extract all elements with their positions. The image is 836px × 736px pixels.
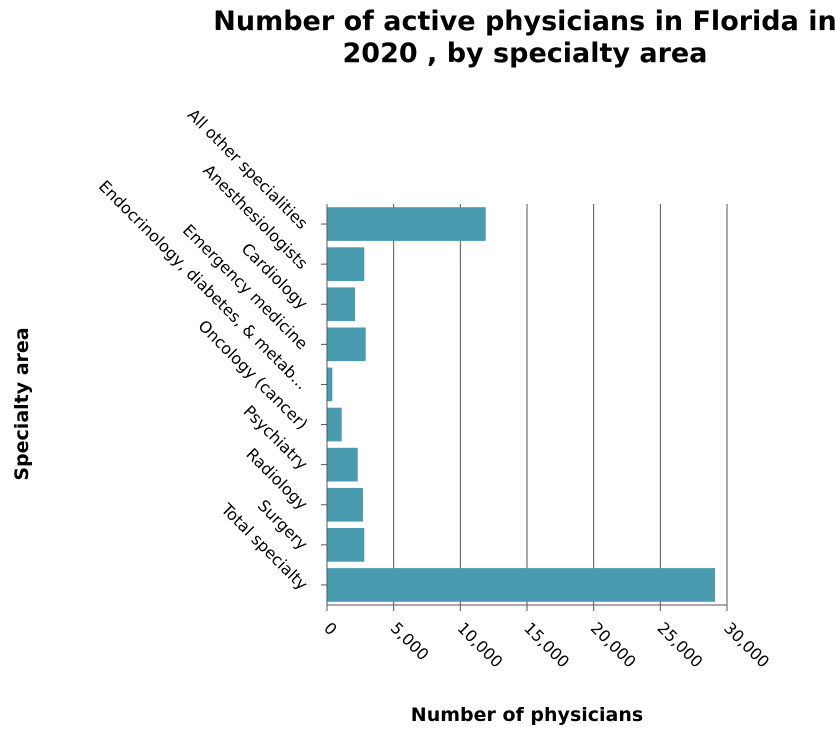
bar (327, 568, 715, 602)
bar (327, 447, 358, 482)
bar (327, 247, 365, 281)
bars (327, 207, 715, 602)
bar (327, 287, 355, 322)
x-axis-label: Number of physicians (410, 704, 644, 726)
category-labels: All other specialitiesAnesthesiologistsC… (95, 105, 312, 594)
chart-title: Number of active physicians in Florida i… (200, 6, 836, 70)
grid-lines (393, 204, 728, 605)
x-tick-label: 10,000 (454, 618, 507, 671)
x-tick-label: 25,000 (654, 618, 707, 671)
x-tick-label: 15,000 (520, 618, 573, 671)
x-tick-label: 0 (320, 618, 341, 639)
bar (327, 367, 333, 402)
x-tick-labels: 0 5,000 10,000 15,000 20,000 25,000 30,000 (320, 618, 773, 671)
bar (327, 528, 365, 562)
chart-title-line-2: 2020 , by specialty area (342, 38, 708, 69)
bar (327, 327, 366, 362)
x-tick-label: 20,000 (587, 618, 640, 671)
x-tick-label: 30,000 (720, 618, 773, 671)
x-tick-label: 5,000 (387, 618, 433, 664)
bar (327, 407, 342, 442)
y-axis-label: Specialty area (11, 327, 33, 481)
bar (327, 207, 486, 241)
chart-title-line-1: Number of active physicians in Florida i… (213, 6, 836, 37)
axes (321, 204, 728, 611)
bar (327, 487, 363, 522)
